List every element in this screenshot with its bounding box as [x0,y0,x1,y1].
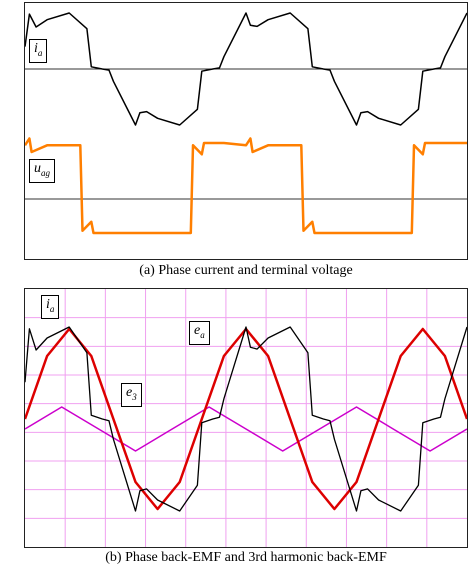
chart-a-plot [25,12,467,235]
series-line-ia [25,12,467,126]
label-e3: e3 [121,383,142,407]
chart-b-plot [25,289,467,547]
label-ea: ea [189,321,210,345]
series-line-uag [25,137,467,235]
label-ia: ia [29,39,48,63]
chart-panel-b: ia ea e3 [24,288,468,548]
caption-b: (b) Phase back-EMF and 3rd harmonic back… [105,550,387,565]
chart-panel-a: ia uag [24,2,468,260]
series-line-e3 [25,406,467,452]
label-ia-b: ia [41,295,60,319]
series-line-ea [25,327,467,511]
label-uag: uag [29,159,55,183]
series-line-ia-b [25,326,467,512]
caption-a: (a) Phase current and terminal voltage [139,263,353,278]
